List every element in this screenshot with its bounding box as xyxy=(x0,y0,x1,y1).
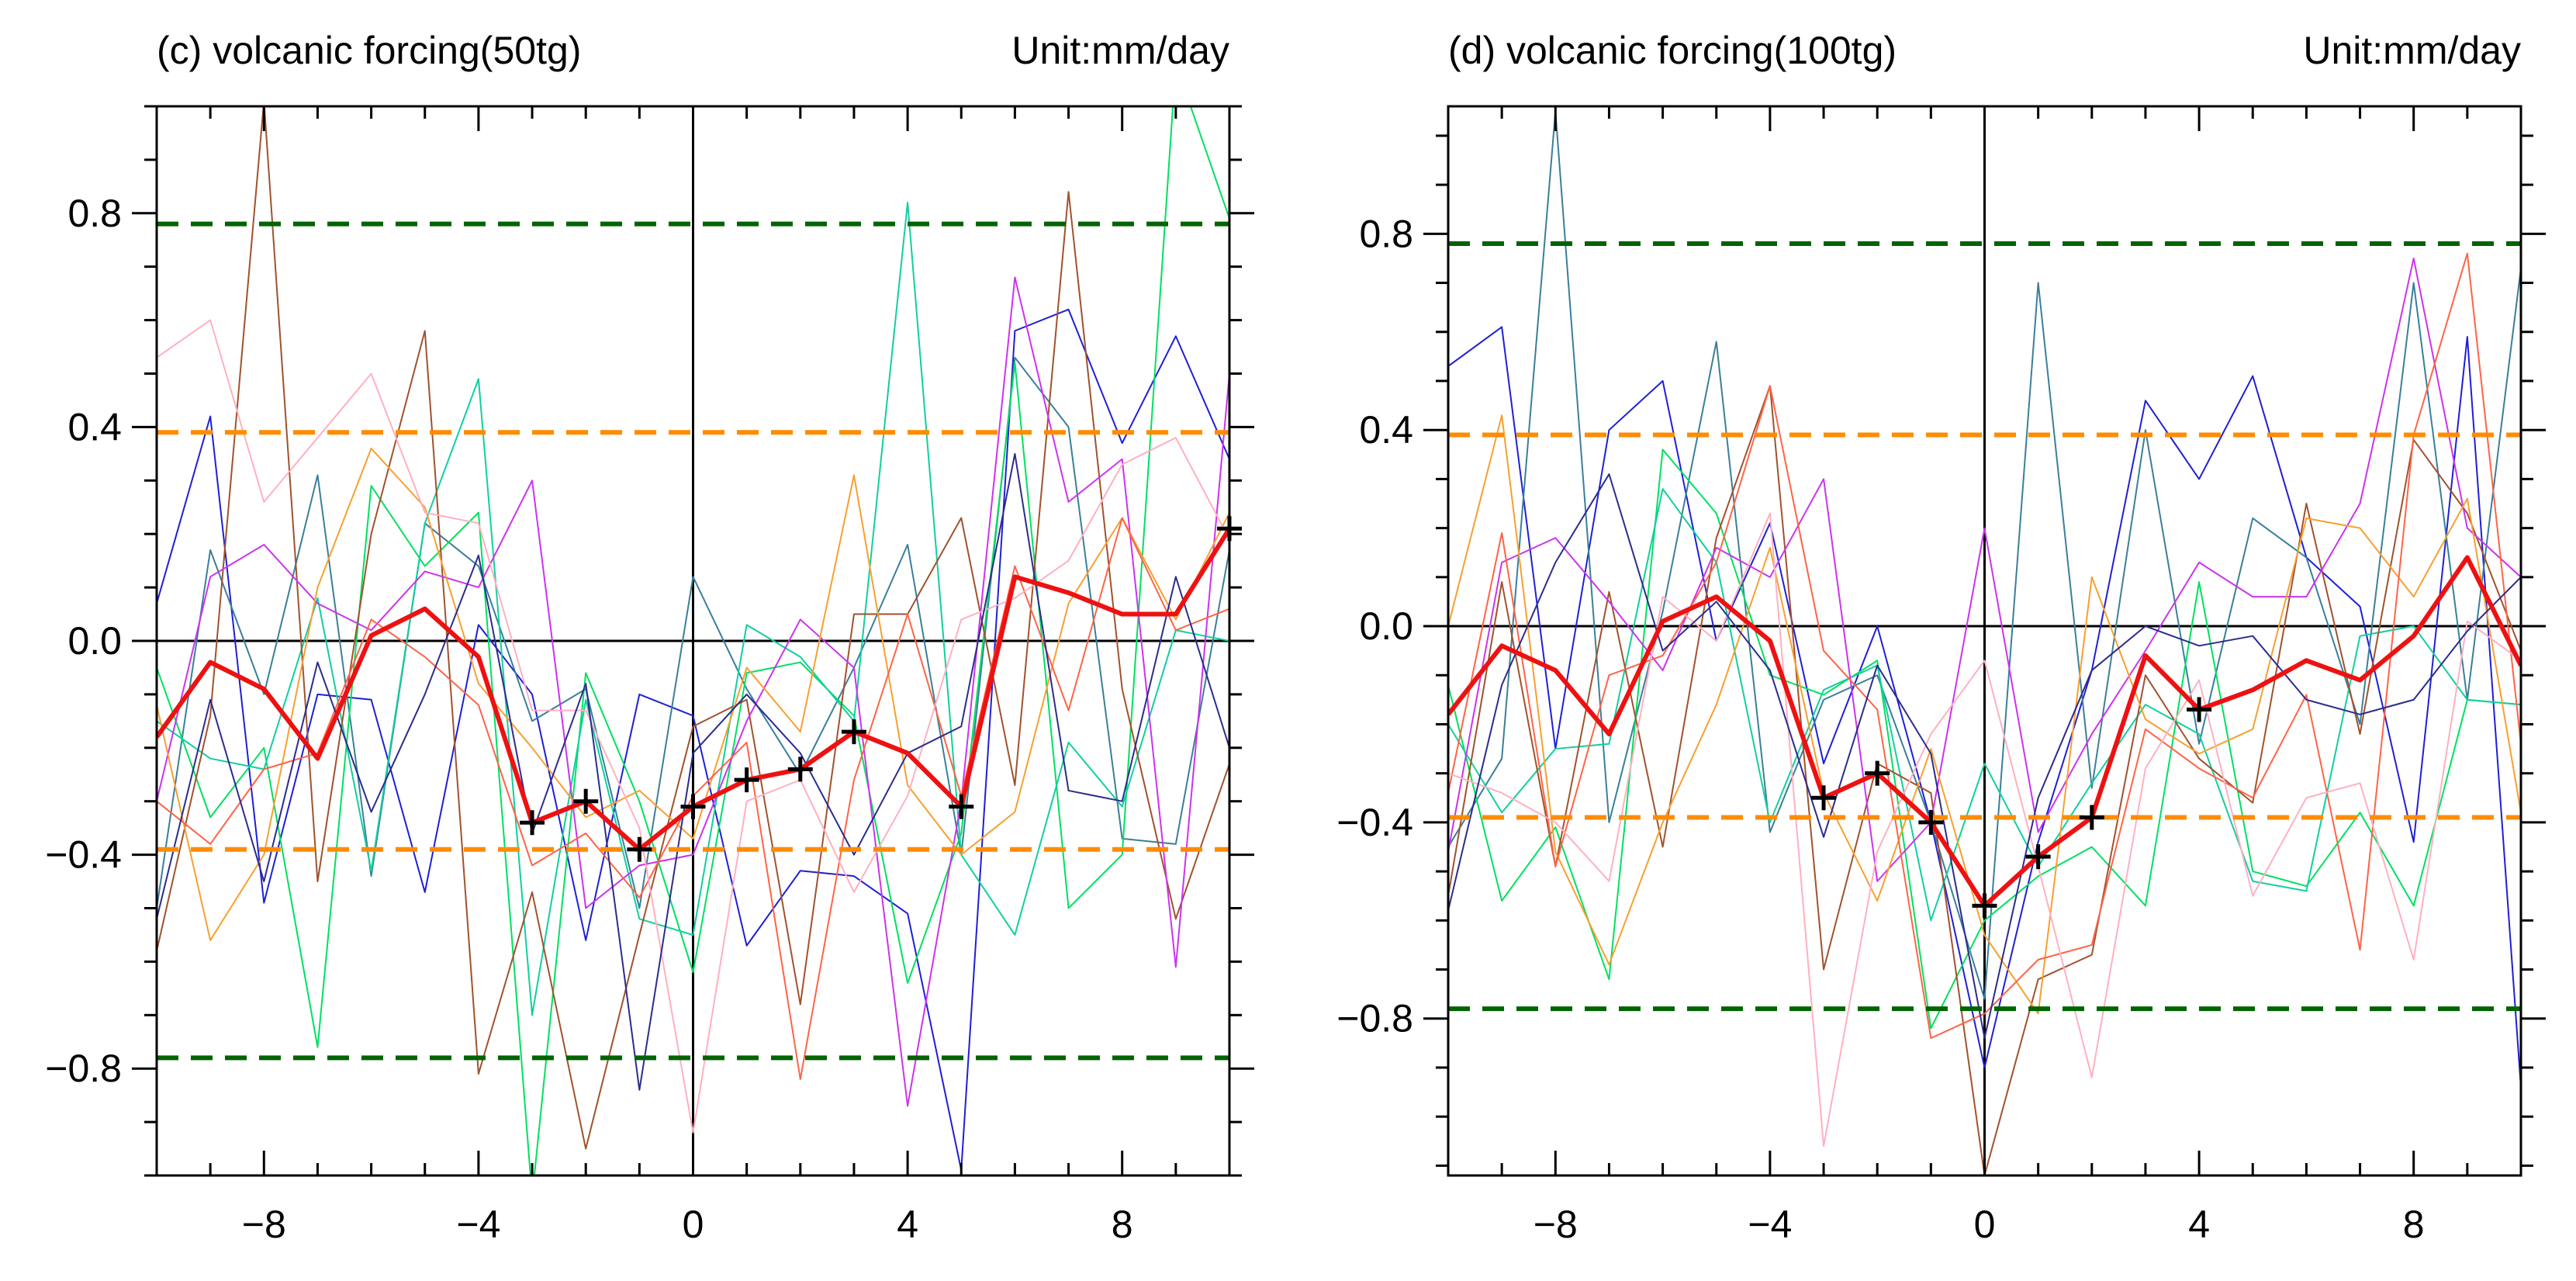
panel-c-unit-label: Unit:mm/day xyxy=(1011,29,1229,72)
panel-c-significance-marker xyxy=(949,794,974,819)
panel-c-xtick-label: −8 xyxy=(242,1203,286,1246)
panel-c-significance-marker xyxy=(734,767,759,793)
panel-d-member-line-4 xyxy=(1448,488,2521,922)
panel-d-member-line-2 xyxy=(1448,110,2521,1000)
panel-c-ytick-label: 0.8 xyxy=(67,192,122,235)
panel-d-member-line-10 xyxy=(1448,473,2521,1040)
panel-d-xtick-label: −8 xyxy=(1533,1203,1578,1246)
panel-c-member-line-9 xyxy=(157,319,1229,1134)
panel-d-xtick-label: 4 xyxy=(2188,1203,2210,1246)
panel-d-xtick-label: 0 xyxy=(1974,1203,1996,1246)
panel-c-ytick-label: 0.0 xyxy=(67,619,122,663)
panel-c-xtick-label: −4 xyxy=(456,1203,500,1246)
panel-c-significance-marker xyxy=(627,836,652,862)
panel-c-member-line-7 xyxy=(157,447,1229,941)
panel-d-xtick-label: −4 xyxy=(1748,1203,1792,1246)
panel-d-ytick-label: 0.4 xyxy=(1359,408,1413,452)
panel-c-significance-marker xyxy=(680,794,706,819)
panel-d-ytick-label: −0.8 xyxy=(1336,997,1413,1040)
panel-c-title: (c) volcanic forcing(50tg) xyxy=(157,29,581,72)
panel-d-significance-marker xyxy=(2079,805,2104,830)
panel-d-member-line-1 xyxy=(1448,326,2521,1088)
panel-d-member-line-5 xyxy=(1448,385,2521,1175)
panel-c-member-line-3 xyxy=(157,106,1229,1175)
panel-d-significance-marker xyxy=(1865,760,1890,786)
panel-c-member-line-5 xyxy=(157,106,1229,1150)
panel-c-xtick-label: 8 xyxy=(1112,1203,1133,1246)
panel-c-significance-marker xyxy=(841,719,866,745)
panel-d-ytick-label: 0.0 xyxy=(1359,604,1413,648)
panel-d-title: (d) volcanic forcing(100tg) xyxy=(1448,29,1897,72)
panel-d-xtick-label: 8 xyxy=(2403,1203,2425,1246)
panel-d-ytick-label: −0.4 xyxy=(1336,801,1413,844)
panel-c-member-line-1 xyxy=(157,308,1229,1172)
panel-d-significance-marker xyxy=(1972,893,1997,919)
panel-c-member-line-6 xyxy=(157,276,1229,1107)
panel-d-significance-marker xyxy=(2187,697,2212,722)
panel-c-xtick-label: 0 xyxy=(683,1203,704,1246)
panel-d-unit-label: Unit:mm/day xyxy=(2303,29,2521,72)
panel-c-ytick-label: −0.8 xyxy=(45,1047,122,1090)
panel-c-ytick-label: 0.4 xyxy=(67,405,122,448)
panel-c-ytick-label: −0.4 xyxy=(45,833,122,877)
panel-d-member-line-9 xyxy=(1448,512,2521,1148)
panel-d-member-line-6 xyxy=(1448,257,2521,882)
panel-d: (d) volcanic forcing(100tg) Unit:mm/day … xyxy=(1336,29,2546,1246)
panel-c-significance-marker xyxy=(520,810,545,836)
panel-d-member-line-7 xyxy=(1448,414,2521,1015)
panel-d-significance-marker xyxy=(1918,809,1944,835)
panel-d-significance-marker xyxy=(2025,844,2051,870)
panel-c-xtick-label: 4 xyxy=(897,1203,918,1246)
panel-c-member-line-4 xyxy=(157,202,1229,1016)
panel-c-plot-area xyxy=(157,106,1229,1175)
panel-d-significance-marker xyxy=(1811,785,1837,811)
panel-c-significance-marker xyxy=(573,788,599,814)
panel-c: (c) volcanic forcing(50tg) Unit:mm/day −… xyxy=(45,29,1254,1246)
panel-d-member-line-3 xyxy=(1448,448,2521,1030)
panel-d-plot-area xyxy=(1448,106,2521,1175)
panel-d-member-line-8 xyxy=(1448,252,2521,1040)
panel-d-ytick-label: 0.8 xyxy=(1359,212,1413,255)
panel-c-significance-marker xyxy=(787,756,813,782)
panel-c-member-line-2 xyxy=(157,356,1229,909)
